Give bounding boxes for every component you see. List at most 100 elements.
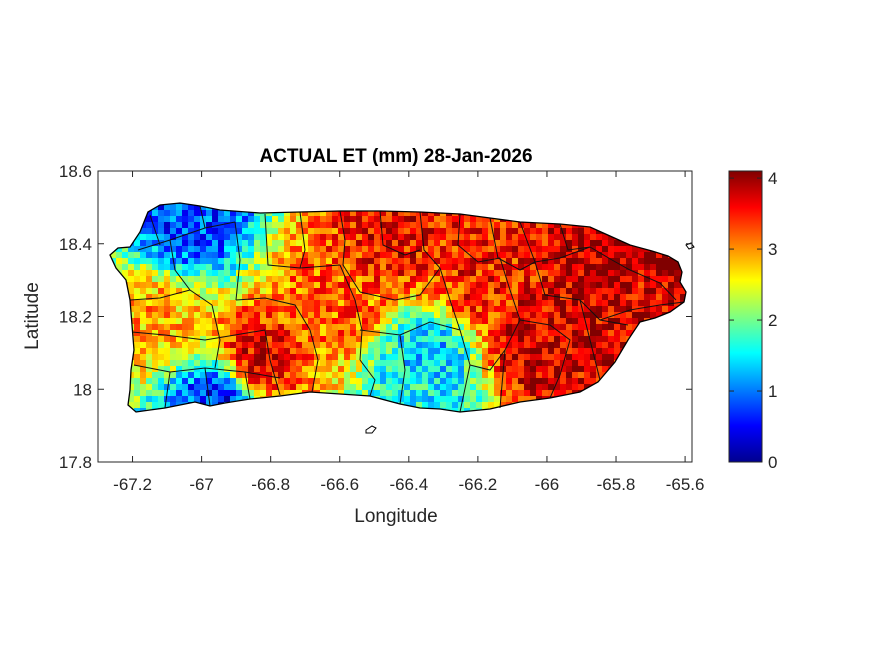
et-cell [602, 288, 609, 295]
et-cell [356, 264, 363, 271]
et-cell [140, 354, 147, 361]
et-cell [230, 294, 237, 301]
et-cell [350, 282, 357, 289]
et-cell [224, 312, 231, 319]
et-cell [302, 312, 309, 319]
municipality-boundary [469, 349, 506, 371]
et-cell [332, 210, 339, 217]
et-cell [176, 203, 183, 205]
et-cell [236, 366, 243, 373]
et-cell [248, 318, 255, 325]
et-cell [632, 258, 639, 265]
et-cell [152, 252, 159, 259]
et-cell [308, 246, 315, 253]
et-cell [134, 360, 141, 367]
et-cell [536, 312, 543, 319]
et-cell [452, 264, 459, 271]
et-cell [578, 324, 585, 331]
et-cell [542, 246, 549, 253]
et-cell [422, 348, 429, 355]
et-cell [302, 342, 309, 349]
et-cell [344, 252, 351, 259]
et-cell [314, 372, 321, 379]
et-cell [296, 324, 303, 331]
et-cell [254, 330, 261, 337]
et-cell [338, 390, 345, 397]
et-cell [134, 258, 141, 265]
et-cell [350, 354, 357, 361]
et-cell [590, 300, 597, 307]
et-cell [332, 252, 339, 259]
et-cell [224, 396, 231, 403]
et-cell [266, 348, 273, 355]
et-cell [386, 276, 393, 283]
et-cell [374, 336, 381, 343]
et-cell [632, 252, 639, 259]
et-cell [182, 210, 189, 217]
colorbar-tick-label: 0 [768, 453, 777, 472]
et-cell [236, 300, 243, 307]
et-cell [350, 336, 357, 343]
et-cell [158, 396, 165, 403]
et-cell [422, 378, 429, 385]
et-cell [338, 378, 345, 385]
et-cell [620, 318, 627, 325]
et-cell [236, 228, 243, 235]
et-cell [434, 234, 441, 241]
et-cell [164, 210, 171, 217]
et-cell [260, 246, 267, 253]
et-cell [626, 324, 633, 331]
et-cell [536, 336, 543, 343]
municipality-boundary [419, 211, 441, 269]
et-cell [242, 378, 249, 385]
et-cell [530, 354, 537, 361]
et-cell [260, 378, 267, 385]
et-cell [362, 264, 369, 271]
et-cell [320, 288, 327, 295]
et-cell [560, 300, 567, 307]
et-cell [404, 348, 411, 355]
et-cell [344, 360, 351, 367]
et-cell [188, 210, 195, 217]
et-cell [362, 258, 369, 265]
et-cell [614, 300, 621, 307]
et-cell [170, 336, 177, 343]
et-cell [386, 360, 393, 367]
et-cell [236, 240, 243, 247]
et-cell [470, 252, 477, 259]
et-cell [500, 222, 507, 229]
et-cell [470, 390, 477, 397]
et-cell [188, 354, 195, 361]
et-cell [278, 330, 285, 337]
et-cell [206, 234, 213, 241]
et-cell [314, 342, 321, 349]
et-cell [140, 384, 147, 391]
et-cell [464, 258, 471, 265]
et-cell [596, 294, 603, 301]
et-cell [512, 240, 519, 247]
et-cell [164, 294, 171, 301]
et-cell [428, 390, 435, 397]
et-cell [650, 288, 657, 295]
et-cell [590, 360, 597, 367]
et-cell [368, 300, 375, 307]
et-cell [404, 318, 411, 325]
et-cell [392, 300, 399, 307]
et-cell [134, 336, 141, 343]
et-cell [392, 288, 399, 295]
et-cell [386, 246, 393, 253]
et-cell [344, 288, 351, 295]
et-cell [206, 294, 213, 301]
et-cell [308, 294, 315, 301]
et-cell [296, 222, 303, 229]
et-cell [584, 282, 591, 289]
et-cell [200, 300, 207, 307]
et-cell [626, 288, 633, 295]
et-cell [344, 318, 351, 325]
et-cell [428, 378, 435, 385]
et-cell [176, 204, 183, 211]
et-cell [206, 252, 213, 259]
et-cell [302, 306, 309, 313]
et-cell [218, 288, 225, 295]
et-cell [602, 324, 609, 331]
